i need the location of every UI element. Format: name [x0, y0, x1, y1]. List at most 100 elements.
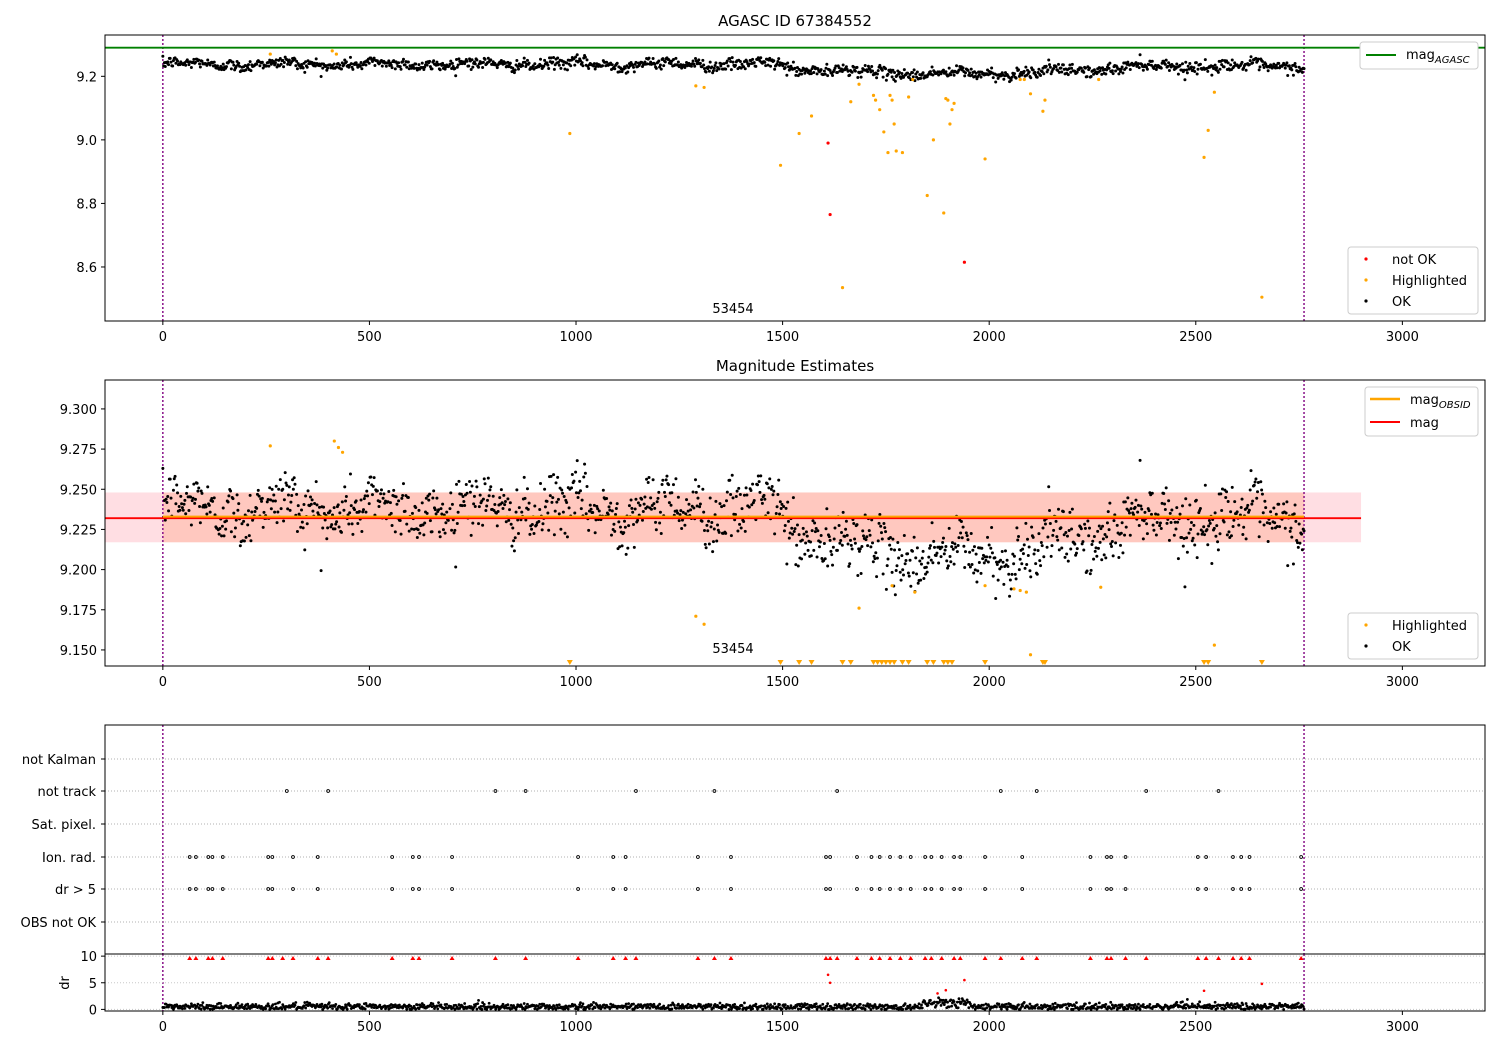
dr-point [765, 1002, 769, 1006]
dr-point [1190, 1002, 1194, 1006]
ok-point [618, 545, 622, 549]
ok-point [687, 502, 691, 506]
ok-point [165, 501, 169, 505]
highlighted-point [907, 95, 911, 99]
highlighted-point [702, 622, 706, 626]
ok-point [1166, 64, 1170, 68]
ok-point [483, 57, 487, 61]
ok-point [901, 568, 905, 572]
ok-point [515, 59, 519, 63]
dr-point [894, 1004, 898, 1007]
ok-point [710, 521, 714, 525]
ok-point [300, 520, 304, 524]
ok-point [224, 65, 228, 69]
ok-point [428, 492, 432, 496]
ok-point [1264, 506, 1268, 510]
ok-point [1181, 544, 1185, 548]
flag-point [898, 855, 903, 859]
flag-row-label: OBS not OK [21, 916, 97, 931]
ok-point [477, 65, 481, 69]
ok-point [246, 63, 250, 67]
ok-point [652, 502, 656, 506]
ok-point [722, 504, 726, 508]
flag-point [729, 855, 733, 859]
ok-point [537, 520, 541, 524]
ok-point [234, 65, 238, 69]
flag-point [1239, 855, 1244, 859]
ok-point [815, 72, 819, 76]
dr-point [957, 997, 961, 1001]
ok-point [948, 554, 952, 558]
ok-point [511, 66, 515, 70]
dr-point [364, 1002, 368, 1005]
ok-point [729, 68, 733, 72]
ok-point [1193, 69, 1197, 73]
ok-point [277, 487, 281, 491]
highlighted-point [778, 163, 783, 167]
ok-point [577, 491, 581, 495]
ok-point [775, 505, 779, 509]
ok-point [655, 500, 659, 504]
ok-point [427, 498, 431, 502]
ok-point [930, 65, 934, 69]
ok-point [403, 63, 407, 67]
ok-point [1182, 537, 1186, 541]
dr-clipped-marker [1143, 956, 1149, 960]
ok-point [969, 531, 973, 535]
ok-point [302, 502, 306, 506]
ok-point [788, 531, 792, 535]
flag-point [828, 887, 832, 891]
ok-point [227, 494, 231, 498]
ok-point [306, 59, 310, 63]
ok-point [856, 75, 860, 79]
ok-point [809, 554, 813, 558]
panel1-plot-area [105, 35, 1485, 321]
ok-point [578, 479, 582, 483]
ok-point [811, 519, 815, 523]
ok-point [278, 57, 282, 61]
ok-point [1124, 66, 1128, 70]
ok-point [671, 57, 675, 61]
dr-point [669, 1003, 673, 1007]
ok-point [205, 512, 209, 516]
ok-point [985, 555, 989, 559]
ok-point [884, 587, 888, 591]
dr-point [1033, 1006, 1037, 1010]
ok-point [724, 67, 728, 71]
highlighted-point [268, 52, 272, 56]
dr-red-point [944, 988, 948, 992]
dr-point [436, 1007, 440, 1011]
clipped-marker [847, 660, 854, 665]
highlighted-point [1018, 77, 1022, 82]
ok-point [1184, 497, 1188, 501]
dr-point [1092, 1006, 1096, 1010]
ok-point [425, 63, 429, 67]
ok-point [258, 64, 262, 68]
ok-point [250, 510, 254, 514]
ok-point [870, 64, 874, 68]
flag-point [1109, 855, 1113, 859]
ok-point [551, 496, 555, 500]
ok-point [482, 477, 486, 481]
clipped-marker [1041, 660, 1048, 665]
ok-point [653, 62, 657, 66]
ok-point [786, 65, 790, 69]
dr-point [686, 1002, 690, 1006]
ok-point [565, 535, 569, 539]
highlighted-point [900, 150, 905, 155]
ok-point [313, 64, 317, 68]
ok-point [1021, 547, 1025, 551]
ok-point [689, 64, 693, 68]
ok-point [1120, 65, 1124, 69]
dr-point [1015, 1006, 1019, 1010]
x-tick-label: 3000 [1386, 330, 1419, 345]
flag-point [1204, 855, 1208, 859]
ok-point [418, 531, 422, 535]
ok-point [1240, 60, 1244, 64]
ok-point [841, 63, 845, 67]
dr-point [946, 1000, 949, 1004]
ok-point [729, 534, 733, 538]
dr-point [920, 1006, 924, 1010]
ok-point [174, 502, 178, 506]
ok-point [392, 488, 396, 492]
